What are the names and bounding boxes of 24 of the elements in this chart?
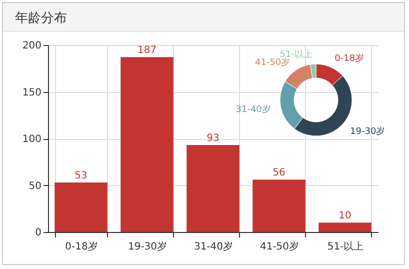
- y-tick-label: 150: [22, 87, 42, 98]
- slice-label: 0-18岁: [334, 52, 364, 64]
- bar: [54, 182, 108, 232]
- bar: [120, 57, 174, 232]
- x-tick-label: 31-40岁: [194, 240, 234, 252]
- x-tick-label: 51-以上: [327, 240, 364, 252]
- chart-title: 年龄分布: [3, 3, 404, 32]
- data-label: 187: [137, 45, 157, 56]
- slice-label: 19-30岁: [350, 126, 386, 137]
- bar: [318, 222, 372, 232]
- y-tick-label: 50: [28, 180, 42, 192]
- data-label: 93: [206, 133, 220, 144]
- bar: [252, 180, 306, 232]
- slice-label: 31-40岁: [236, 104, 271, 116]
- data-label: 10: [338, 210, 352, 222]
- y-tick-label: 200: [22, 40, 42, 52]
- data-label: 53: [74, 170, 88, 182]
- data-label: 56: [272, 168, 286, 179]
- x-tick-label: 41-50岁: [260, 240, 300, 252]
- x-tick-label: 19-30岁: [128, 240, 168, 252]
- y-tick-label: 0: [35, 228, 42, 238]
- bar: [186, 145, 240, 232]
- y-tick-label: 100: [22, 134, 42, 145]
- x-tick-label: 0-18岁: [65, 240, 98, 252]
